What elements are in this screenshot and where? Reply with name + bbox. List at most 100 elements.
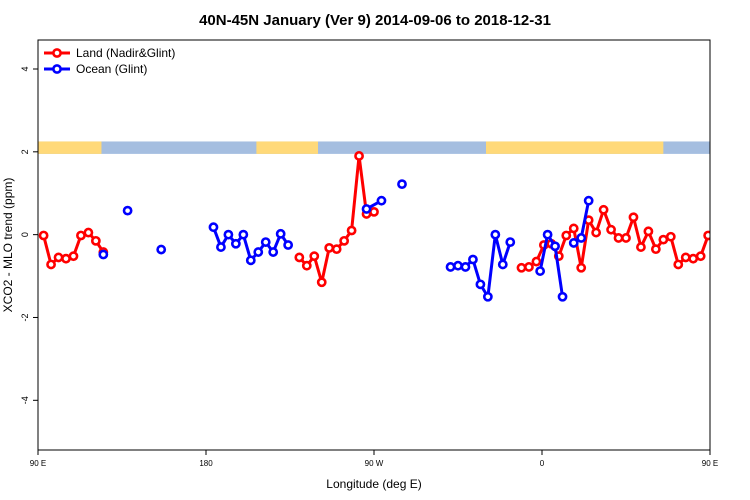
data-point (628, 212, 639, 223)
data-point (516, 262, 527, 273)
data-point (703, 230, 710, 241)
land-band-segment (486, 141, 664, 154)
plot-frame (37, 39, 711, 451)
data-point (712, 229, 719, 236)
x-tick-label: 90 W (365, 459, 384, 468)
series-ocean (98, 179, 594, 302)
chart-title: 40N-45N January (Ver 9) 2014-09-06 to 20… (199, 12, 551, 29)
data-point (583, 195, 594, 206)
data-point (482, 291, 493, 302)
data-point (331, 244, 342, 255)
data-point (230, 238, 241, 249)
y-tick-label: -2 (20, 313, 30, 321)
legend-marker (52, 64, 62, 74)
y-tick-label: 4 (20, 66, 30, 71)
data-point (361, 204, 372, 214)
data-point (613, 233, 624, 243)
data-point (643, 226, 654, 237)
data-point (542, 229, 553, 240)
data-point (688, 253, 699, 264)
data-point (727, 248, 734, 255)
data-point (680, 252, 691, 263)
data-point (346, 225, 357, 236)
data-point (531, 256, 542, 267)
data-point (568, 238, 579, 248)
data-point (122, 205, 133, 216)
land-band-segment (256, 141, 318, 154)
data-point (598, 204, 609, 215)
data-point (83, 227, 94, 238)
data-point (301, 260, 312, 271)
data-point (76, 230, 86, 241)
data-point (475, 279, 486, 290)
legend-entry: Land (Nadir&Glint) (76, 46, 175, 60)
x-tick-label: 90 E (30, 459, 46, 468)
data-point (658, 234, 669, 245)
data-point (253, 247, 264, 257)
data-point (53, 252, 64, 263)
data-point (61, 253, 71, 264)
data-point (468, 254, 478, 265)
data-point (695, 251, 706, 262)
x-tick-label: 180 (199, 459, 213, 468)
data-point (673, 259, 684, 270)
data-point (497, 259, 508, 270)
series-layer (38, 151, 734, 302)
data-point (90, 235, 101, 246)
series-land (38, 151, 734, 288)
data-point (275, 228, 286, 239)
data-point (268, 247, 279, 257)
data-point (524, 262, 534, 272)
data-point (216, 242, 226, 252)
data-point (223, 229, 234, 240)
data-point (665, 231, 676, 242)
land-ocean-band (38, 141, 710, 154)
x-tick-label: 90 E (702, 459, 718, 468)
data-point (339, 235, 350, 246)
data-point (354, 151, 364, 161)
data-point (376, 195, 387, 206)
y-tick-label: -4 (20, 396, 30, 404)
data-point (550, 241, 560, 252)
data-point (490, 229, 501, 240)
y-axis: 4 2 0 -2 -4 (20, 66, 38, 404)
data-point (621, 233, 631, 243)
data-point (98, 249, 109, 260)
data-point (38, 230, 49, 241)
x-axis-label: Longitude (deg E) (326, 477, 421, 491)
data-point (460, 262, 471, 272)
data-point (324, 242, 335, 253)
legend-entry: Ocean (Glint) (76, 62, 147, 76)
data-point (591, 227, 602, 238)
data-point (576, 262, 587, 273)
data-point (68, 251, 79, 262)
data-point (505, 237, 516, 248)
data-point (316, 277, 327, 288)
data-point (397, 179, 407, 190)
data-point (719, 237, 726, 244)
data-point (294, 252, 305, 263)
data-point (561, 230, 572, 241)
data-point (46, 259, 56, 270)
y-tick-label: 2 (20, 149, 30, 154)
data-point (535, 266, 546, 276)
data-point (445, 262, 456, 272)
x-tick-label: 0 (540, 459, 545, 468)
legend-marker (52, 48, 62, 58)
data-point (283, 240, 294, 250)
y-tick-label: 0 (20, 232, 30, 237)
data-point (636, 242, 646, 252)
legend: Land (Nadir&Glint) Ocean (Glint) (44, 46, 175, 76)
data-point (576, 233, 587, 243)
land-band-segment (38, 141, 102, 154)
data-point (238, 229, 249, 240)
data-point (245, 255, 256, 266)
data-point (369, 206, 379, 217)
y-axis-label: XCO2 - MLO trend (ppm) (1, 178, 15, 313)
series-line (538, 233, 565, 297)
data-point (208, 222, 219, 233)
data-point (650, 244, 661, 255)
data-point (606, 224, 616, 235)
data-point (309, 251, 320, 262)
